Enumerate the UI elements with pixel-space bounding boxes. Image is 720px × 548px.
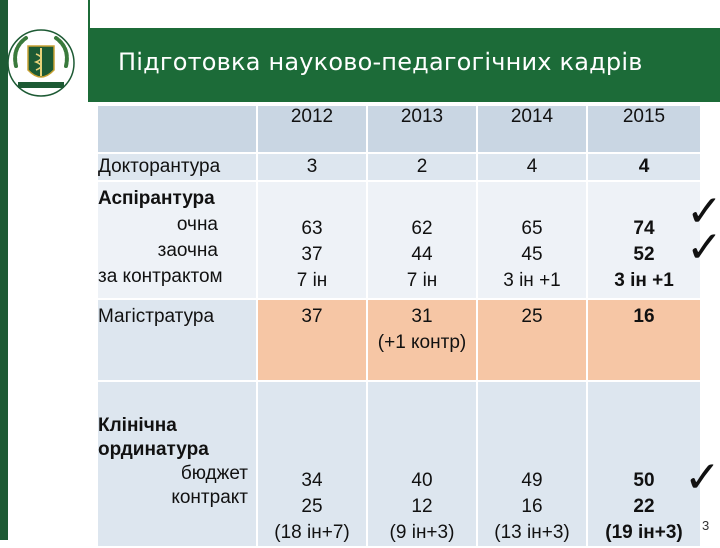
- sub-label-fulltime: очна: [176, 214, 218, 235]
- sub-label-contract: за контрактом: [98, 266, 223, 287]
- sub-label-budget: бюджет: [180, 463, 248, 484]
- year-header-2013: 2013: [368, 106, 478, 154]
- table-cell: 4: [638, 156, 650, 177]
- table-row-masters: Магістратура 37 31 (+1 контр) 25 16: [98, 300, 702, 382]
- table-cell: 7 ін: [296, 270, 328, 291]
- row-label-doctorate: Докторантура: [98, 156, 221, 177]
- table-cell: 44: [411, 244, 433, 265]
- staff-training-table: 2012 2013 2014 2015 Докторантура 3 2 4 4…: [98, 106, 702, 548]
- table-row-doctorate: Докторантура 3 2 4 4: [98, 154, 702, 182]
- row-label-residency-line1: Клінічна: [98, 415, 177, 436]
- table-cell: 25: [301, 496, 323, 517]
- row-label-masters: Магістратура: [98, 306, 215, 327]
- table-cell: 74: [633, 218, 655, 239]
- table-cell: 37: [301, 306, 323, 327]
- table-cell: (18 ін+7): [274, 522, 350, 543]
- table-cell: 12: [411, 496, 433, 517]
- table-header-row: 2012 2013 2014 2015: [98, 106, 702, 154]
- row-label-postgraduate: Аспірантура: [98, 188, 215, 209]
- table-cell: 45: [521, 244, 543, 265]
- table-cell: 31: [411, 306, 433, 327]
- title-banner: [88, 28, 720, 102]
- page-number: 3: [702, 518, 710, 533]
- table-cell: 4: [526, 156, 538, 177]
- table-cell: 16: [633, 306, 655, 327]
- table-cell: 7 ін: [406, 270, 438, 291]
- table-cell: 37: [301, 244, 323, 265]
- university-emblem-icon: [7, 29, 75, 97]
- table-cell: 52: [633, 244, 655, 265]
- table-cell: 49: [521, 470, 543, 491]
- table-cell: (13 ін+3): [494, 522, 570, 543]
- table-cell: 3: [306, 156, 318, 177]
- table-cell: (9 ін+3): [389, 522, 455, 543]
- sub-label-parttime: заочна: [157, 240, 218, 261]
- table-cell: (19 ін+3): [605, 522, 683, 543]
- header-corner-cell: [98, 106, 258, 154]
- check-mark-icon: ✓: [686, 222, 720, 273]
- table-cell: 40: [411, 470, 433, 491]
- sub-label-contract-residency: контракт: [171, 487, 248, 508]
- year-header-2012: 2012: [258, 106, 368, 154]
- year-header-2015: 2015: [588, 106, 702, 154]
- table-cell: 34: [301, 470, 323, 491]
- header-divider: [88, 0, 90, 28]
- table-cell: 2: [416, 156, 428, 177]
- row-label-residency-line2: ординатура: [98, 439, 209, 460]
- table-cell: 3 ін +1: [503, 270, 561, 291]
- table-cell: 63: [301, 218, 323, 239]
- table-cell: 16: [521, 496, 543, 517]
- table-cell: 62: [411, 218, 433, 239]
- table-cell-note: (+1 контр): [377, 332, 467, 353]
- table-cell: 22: [633, 496, 655, 517]
- table-cell: 3 ін +1: [614, 270, 674, 291]
- check-mark-icon: ✓: [684, 452, 720, 503]
- table-row-residency: Клінічна ординатура бюджет контракт 34 2…: [98, 382, 702, 548]
- table-cell: 65: [521, 218, 543, 239]
- table-cell: 50: [633, 470, 655, 491]
- page-title: Підготовка науково-педагогічних кадрів: [118, 48, 643, 76]
- year-header-2014: 2014: [478, 106, 588, 154]
- table-cell: 25: [521, 306, 543, 327]
- table-row-postgraduate: Аспірантура очна заочна за контрактом 63…: [98, 182, 702, 300]
- left-accent-bar: [0, 0, 8, 540]
- check-mark-icon: ✓: [686, 186, 720, 237]
